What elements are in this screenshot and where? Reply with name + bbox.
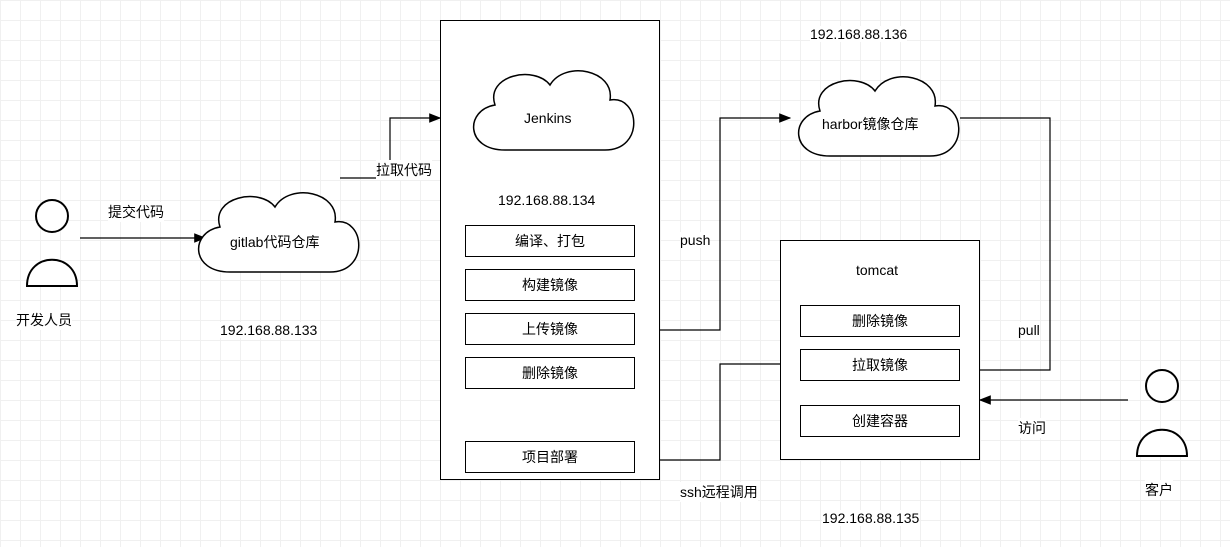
jenkins-step: 项目部署 [465,441,635,473]
tomcat-step-label: 删除镜像 [852,311,908,331]
tomcat-step: 拉取镜像 [800,349,960,381]
edge-label-pullcode: 拉取代码 [376,160,432,180]
jenkins-step: 上传镜像 [465,313,635,345]
harbor-cloud-label: harbor镜像仓库 [822,114,918,134]
edge-label-push: push [680,232,710,248]
jenkins-step-label: 删除镜像 [522,363,578,383]
jenkins-cloud-label: Jenkins [524,110,571,126]
tomcat-step-label: 拉取镜像 [852,355,908,375]
jenkins-step: 构建镜像 [465,269,635,301]
harbor-ip: 192.168.88.136 [810,26,907,42]
edge-label-pull: pull [1018,322,1040,338]
gitlab-ip: 192.168.88.133 [220,322,317,338]
tomcat-step: 删除镜像 [800,305,960,337]
jenkins-step-label: 项目部署 [522,447,578,467]
developer-icon [22,196,82,296]
edge-label-ssh: ssh远程调用 [680,482,758,502]
edge-label-submit: 提交代码 [108,202,164,222]
customer-label: 客户 [1145,480,1173,500]
jenkins-ip: 192.168.88.134 [498,192,595,208]
customer-icon [1132,366,1192,466]
developer-label: 开发人员 [16,310,72,330]
jenkins-step-label: 构建镜像 [522,275,578,295]
edge-label-visit: 访问 [1018,418,1046,438]
jenkins-step: 编译、打包 [465,225,635,257]
gitlab-cloud-label: gitlab代码仓库 [230,232,319,252]
jenkins-step-label: 上传镜像 [522,319,578,339]
tomcat-ip: 192.168.88.135 [822,510,919,526]
tomcat-step-label: 创建容器 [852,411,908,431]
tomcat-step: 创建容器 [800,405,960,437]
jenkins-step: 删除镜像 [465,357,635,389]
tomcat-label: tomcat [856,262,898,278]
jenkins-step-label: 编译、打包 [515,231,585,251]
